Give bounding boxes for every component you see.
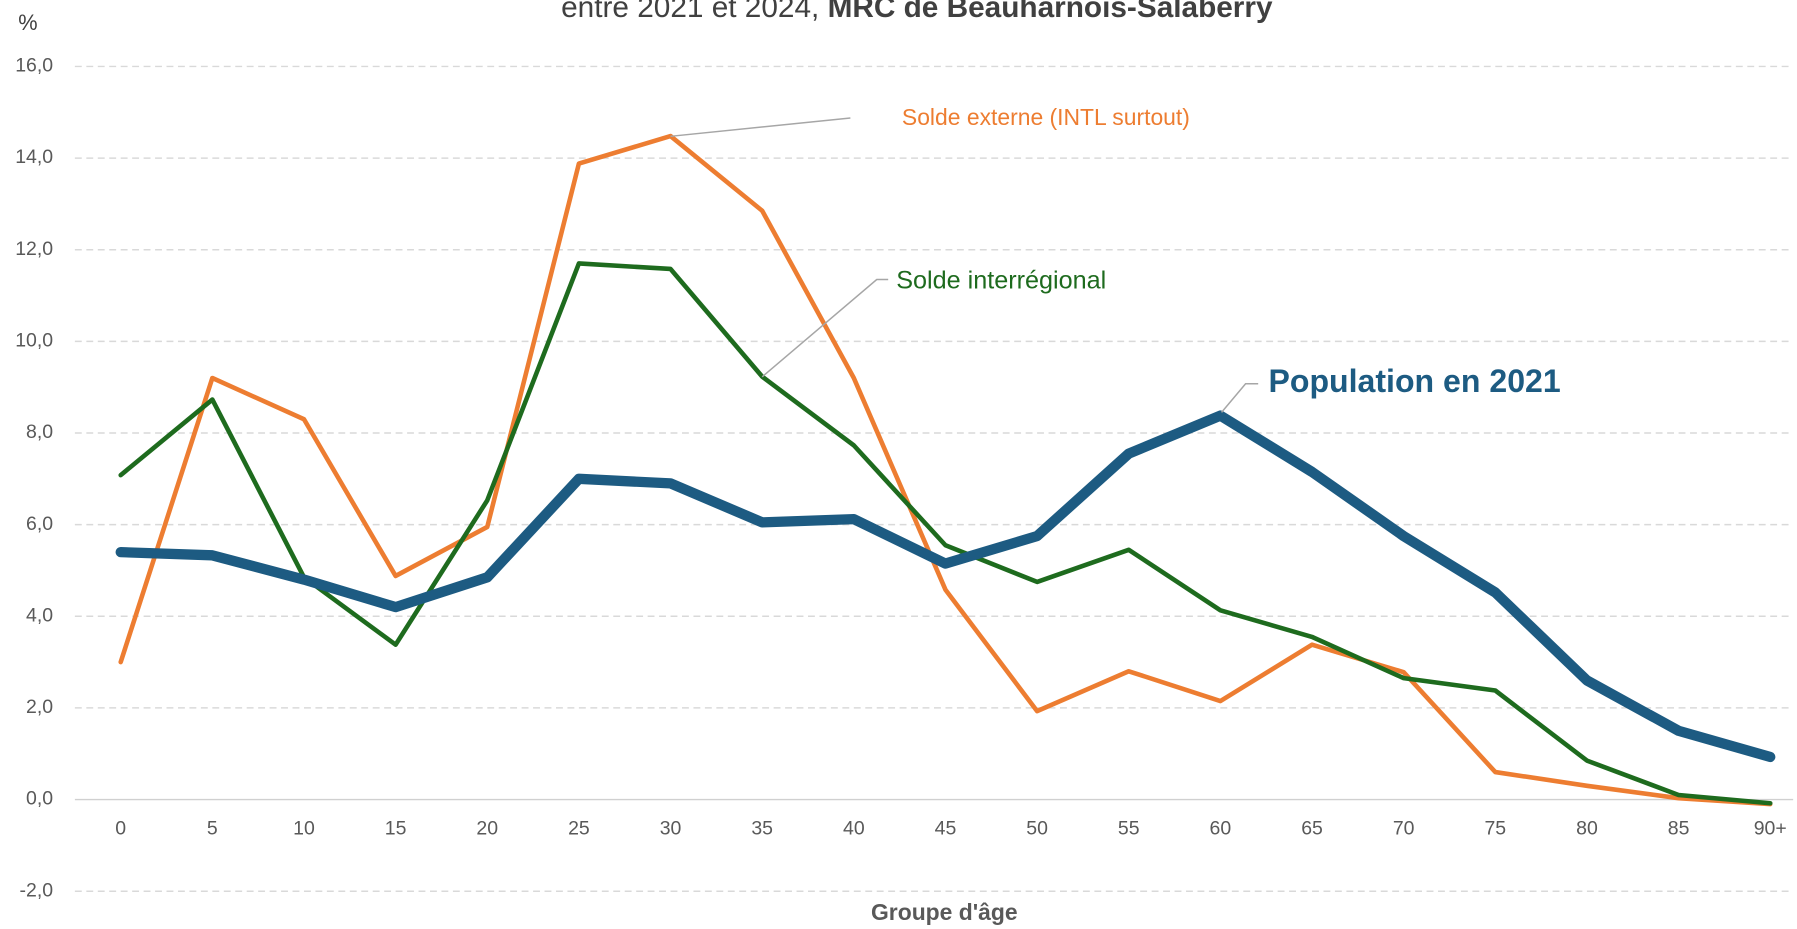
x-tick-label: 70: [1393, 817, 1415, 839]
y-tick-label: 4,0: [26, 604, 53, 626]
x-tick-label: 0: [115, 817, 126, 839]
y-tick-label: 2,0: [26, 696, 53, 718]
x-tick-label: 20: [476, 817, 498, 839]
x-tick-label: 30: [660, 817, 682, 839]
series-label: Solde externe (INTL surtout): [902, 104, 1190, 130]
x-axis-label: Groupe d'âge: [871, 899, 1018, 925]
x-tick-label: 5: [207, 817, 218, 839]
x-tick-label: 75: [1484, 817, 1506, 839]
y-tick-label: 10,0: [15, 329, 53, 351]
x-tick-label: 15: [385, 817, 407, 839]
chart-title: entre 2021 et 2024, MRC de Beauharnois-S…: [561, 0, 1273, 24]
series-line: [118, 261, 1773, 806]
leader-line: [761, 278, 889, 378]
x-tick-label: 55: [1118, 817, 1140, 839]
y-tick-label: 0,0: [26, 788, 53, 810]
y-tick-label: 14,0: [15, 146, 53, 168]
y-tick-label: 6,0: [26, 513, 53, 535]
x-tick-label: 45: [935, 817, 957, 839]
y-tick-label: 12,0: [15, 238, 53, 260]
series-label: Solde interrégional: [896, 266, 1106, 294]
series-label: Population en 2021: [1268, 363, 1560, 399]
leader-line: [670, 117, 851, 138]
y-tick-label: 8,0: [26, 421, 53, 443]
x-tick-label: 90+: [1754, 817, 1787, 839]
y-axis-label: %: [18, 10, 37, 35]
x-tick-label: 60: [1210, 817, 1232, 839]
x-tick-label: 10: [293, 817, 315, 839]
x-tick-label: 50: [1026, 817, 1048, 839]
x-tick-label: 65: [1301, 817, 1323, 839]
x-tick-label: 85: [1668, 817, 1690, 839]
title-part: entre 2021 et 2024,: [561, 0, 819, 24]
x-tick-label: 80: [1576, 817, 1598, 839]
series-line: [118, 133, 1773, 807]
series-line: [115, 410, 1776, 763]
leader-line: [1220, 382, 1259, 413]
title-part: MRC de Beauharnois-Salaberry: [828, 0, 1273, 24]
y-tick-label: -2,0: [20, 879, 54, 901]
x-tick-label: 35: [751, 817, 773, 839]
x-tick-label: 25: [568, 817, 590, 839]
y-tick-label: 16,0: [15, 55, 53, 77]
x-tick-label: 40: [843, 817, 865, 839]
